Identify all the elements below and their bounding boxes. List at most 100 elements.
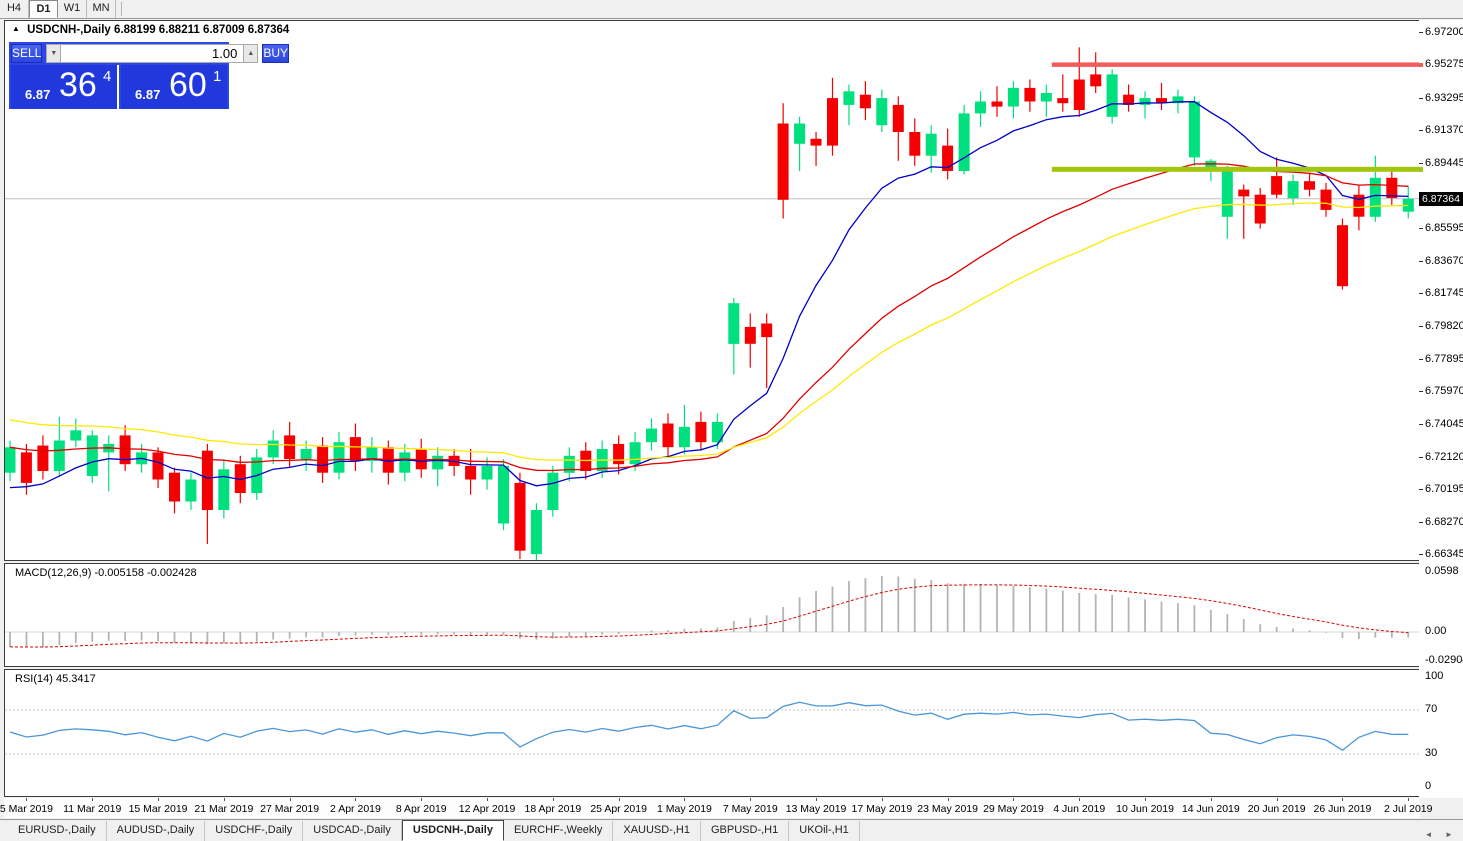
- date-axis-label: 12 Apr 2019: [458, 803, 516, 815]
- collapse-triangle-icon[interactable]: ▲: [12, 24, 20, 33]
- symbol-tab-eurusd[interactable]: EURUSD-,Daily: [8, 821, 107, 841]
- date-axis-label: 13 May 2019: [785, 803, 847, 815]
- price-axis-label: 6.91370: [1425, 124, 1463, 137]
- date-axis-tick: [881, 798, 883, 801]
- date-axis-tick: [1276, 798, 1278, 801]
- date-axis[interactable]: 5 Mar 2019 11 Mar 2019 15 Mar 2019 21 Mar 2…: [0, 798, 1432, 818]
- timeframe-tab-h4[interactable]: H4: [0, 0, 29, 18]
- price-axis-tick: [1419, 456, 1423, 458]
- sell-button[interactable]: SELL: [11, 44, 43, 63]
- price-axis-label: 6.72120: [1425, 450, 1463, 463]
- macd-indicator-panel[interactable]: MACD(12,26,9) -0.005158 -0.002428: [4, 563, 1420, 667]
- sell-price-big: 36: [59, 66, 97, 104]
- price-axis-tick: [1419, 97, 1423, 99]
- symbol-tab-eurchf[interactable]: EURCHF-,Weekly: [504, 821, 614, 841]
- chart-quotes-text: 6.88199 6.88211 6.87009 6.87364: [114, 24, 290, 36]
- tab-scroll-left-icon[interactable]: ◄: [1424, 830, 1433, 839]
- date-axis-tick: [487, 798, 489, 801]
- date-axis-tick: [1210, 798, 1212, 801]
- date-axis-label: 14 Jun 2019: [1181, 803, 1240, 815]
- date-axis-label: 27 Mar 2019: [260, 803, 320, 815]
- date-axis-label: 20 Jun 2019: [1247, 803, 1306, 815]
- current-price-badge: 6.87364: [1419, 191, 1463, 206]
- price-axis-label: 6.74045: [1425, 417, 1463, 430]
- date-axis-label: 23 May 2019: [917, 803, 978, 815]
- price-chart-panel[interactable]: [4, 20, 1420, 561]
- buy-price-display[interactable]: 6.87 60 1: [121, 65, 227, 109]
- sell-price-display[interactable]: 6.87 36 4: [11, 65, 119, 109]
- date-axis-tick: [92, 798, 94, 801]
- date-axis-label: 10 Jun 2019: [1116, 803, 1174, 815]
- chart-symbol-label: USDCNH-,Daily: [27, 24, 111, 36]
- buy-price-big: 60: [169, 66, 207, 104]
- rsi-label: RSI(14) 45.3417: [15, 673, 96, 685]
- date-axis-tick: [684, 798, 686, 801]
- timeframe-tab-mn[interactable]: MN: [87, 0, 116, 18]
- price-axis-label: 6.97200: [1425, 25, 1463, 38]
- volume-decrease-icon[interactable]: ▼: [46, 44, 62, 63]
- symbol-tab-xauusd[interactable]: XAUUSD-,H1: [613, 821, 701, 841]
- date-axis-label: 18 Apr 2019: [524, 803, 582, 815]
- price-axis-label: 6.81745: [1425, 287, 1463, 300]
- price-axis-label: 6.70195: [1425, 483, 1463, 496]
- candlestick-chart[interactable]: [5, 21, 1419, 560]
- rsi-chart[interactable]: [5, 670, 1419, 796]
- date-axis-tick: [618, 798, 620, 801]
- price-axis-tick: [1419, 260, 1423, 262]
- timeframe-toolbar: H4 D1 W1 MN: [0, 0, 1463, 19]
- macd-axis-label: 0.00: [1425, 625, 1447, 637]
- tab-scroll-right-icon[interactable]: ►: [1445, 830, 1453, 839]
- symbol-tab-usdcnh[interactable]: USDCNH-,Daily: [401, 820, 504, 841]
- date-axis-label: 2 Jul 2019: [1384, 803, 1433, 815]
- resistance-axis-tick: [1419, 62, 1423, 67]
- date-axis-label: 2 Apr 2019: [330, 803, 381, 815]
- buy-button[interactable]: BUY: [262, 44, 290, 63]
- price-axis-label: 6.89445: [1425, 156, 1463, 169]
- timeframe-tab-d1[interactable]: D1: [29, 0, 58, 18]
- date-axis-label: 21 Mar 2019: [194, 803, 254, 815]
- price-axis[interactable]: 6.87364 6.97200 6.95275 6.93295 6.91370 6.89…: [1419, 20, 1463, 798]
- macd-label: MACD(12,26,9) -0.005158 -0.002428: [15, 567, 197, 579]
- date-axis-tick: [158, 798, 160, 801]
- price-axis-tick: [1419, 228, 1423, 230]
- date-axis-label: 7 May 2019: [722, 803, 778, 815]
- price-axis-tick: [1419, 293, 1423, 295]
- rsi-indicator-panel[interactable]: RSI(14) 45.3417: [4, 669, 1420, 797]
- date-axis-label: 25 Apr 2019: [590, 803, 647, 815]
- volume-input[interactable]: [61, 44, 244, 63]
- date-axis-tick: [1013, 798, 1015, 801]
- symbol-tab-usdcad[interactable]: USDCAD-,Daily: [303, 821, 402, 841]
- symbol-tab-usdchf[interactable]: USDCHF-,Daily: [205, 821, 304, 841]
- price-axis-tick: [1419, 31, 1423, 33]
- support-axis-tick: [1419, 166, 1423, 172]
- date-axis-label: 26 Jun 2019: [1313, 803, 1372, 815]
- one-click-trading-panel: SELL ▼ ▲ BUY 6.87 36 4 6.87 60 1: [9, 42, 290, 109]
- price-axis-tick: [1419, 326, 1423, 328]
- date-axis-tick: [1145, 798, 1147, 801]
- price-axis-tick: [1419, 162, 1423, 164]
- date-axis-label: 29 May 2019: [983, 803, 1044, 815]
- date-axis-label: 1 May 2019: [657, 803, 712, 815]
- date-axis-tick: [947, 798, 949, 801]
- date-axis-label: 4 Jun 2019: [1053, 803, 1106, 815]
- price-axis-tick: [1419, 423, 1423, 425]
- date-axis-tick: [421, 798, 423, 801]
- symbol-tab-audusd[interactable]: AUDUSD-,Daily: [107, 821, 206, 841]
- date-axis-label: 15 Mar 2019: [128, 803, 188, 815]
- date-axis-tick: [355, 798, 357, 801]
- date-axis-tick: [26, 798, 28, 801]
- price-axis-label: 6.93295: [1425, 91, 1463, 104]
- date-axis-tick: [1408, 798, 1410, 801]
- rsi-axis-label: 30: [1425, 747, 1438, 759]
- price-axis-tick: [1419, 554, 1423, 556]
- tab-scroll-arrows: ◄ ►: [1421, 824, 1457, 841]
- price-axis-label: 6.66345: [1425, 548, 1463, 561]
- macd-chart[interactable]: [5, 564, 1419, 666]
- date-axis-tick: [1079, 798, 1081, 801]
- date-axis-tick: [289, 798, 291, 801]
- symbol-tab-ukoil[interactable]: UKOil-,H1: [789, 821, 860, 841]
- volume-increase-icon[interactable]: ▲: [243, 44, 259, 63]
- timeframe-tab-w1[interactable]: W1: [58, 0, 87, 18]
- symbol-tab-gbpusd[interactable]: GBPUSD-,H1: [701, 821, 790, 841]
